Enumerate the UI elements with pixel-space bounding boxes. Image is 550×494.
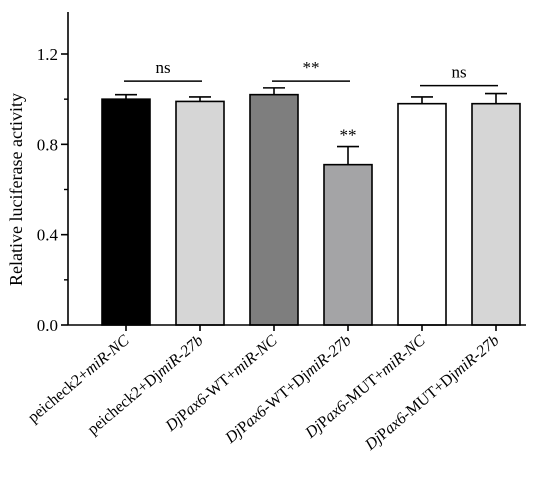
- x-tick-label-part: miR-NC: [229, 332, 280, 379]
- x-tick-label-part: peicheck2+Dj: [85, 367, 165, 438]
- bars: [101, 87, 521, 326]
- bar: [249, 93, 299, 326]
- x-tick-label-part: -WT+Dj: [259, 367, 312, 416]
- x-tick-label-part: miR-27b: [301, 332, 354, 380]
- y-tick-label: 1.2: [37, 45, 58, 64]
- x-axis: peicheck2+miR-NCpeicheck2+DjmiR-27bDjPax…: [25, 324, 526, 454]
- x-tick-label: DjPax6-WT+DjmiR-27b: [222, 332, 355, 447]
- bar: [397, 102, 447, 326]
- significance-label: ns: [155, 58, 170, 77]
- x-tick-label-part: miR-27b: [449, 332, 502, 380]
- y-tick-label: 0.8: [37, 135, 58, 154]
- significance-annotations: ns ** ns **: [124, 58, 498, 145]
- x-tick-label: DjPax6-MUT+miR-NC: [302, 332, 429, 443]
- significance-label: **: [303, 58, 320, 77]
- bar: [101, 98, 151, 326]
- x-tick-label-part: -MUT+: [339, 366, 388, 411]
- x-tick-label-part: miR-NC: [81, 332, 132, 379]
- bar: [471, 102, 521, 326]
- y-axis-label: Relative luciferase activity: [6, 93, 26, 286]
- x-tick-label-part: miR-27b: [153, 332, 206, 380]
- significance-label: ns: [451, 63, 466, 82]
- x-tick-label-part: peicheck2+: [25, 366, 93, 427]
- x-tick-label-part: miR-NC: [377, 332, 428, 379]
- y-axis: 0.0 0.4 0.8 1.2: [37, 12, 69, 335]
- y-tick-label: 0.4: [37, 226, 59, 245]
- bar-significance-label: **: [340, 126, 357, 145]
- x-tick-label: DjPax6-MUT+DjmiR-27b: [361, 332, 502, 454]
- x-tick-label-part: -MUT+Dj: [399, 367, 460, 422]
- bar: [323, 163, 373, 326]
- bar: [175, 100, 225, 326]
- y-tick-label: 0.0: [37, 316, 58, 335]
